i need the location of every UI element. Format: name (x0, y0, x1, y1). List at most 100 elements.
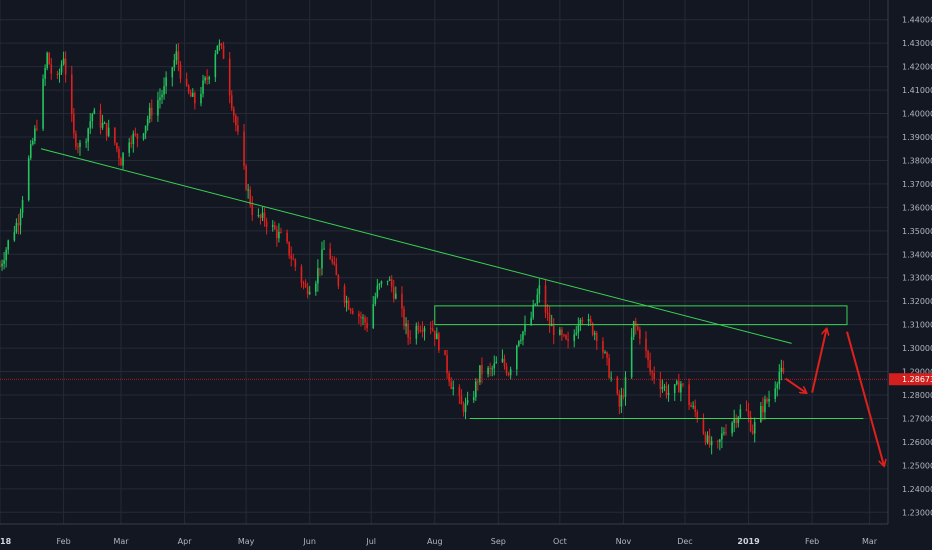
candle (725, 424, 727, 436)
candle (75, 130, 77, 150)
time-tick-label: May (238, 537, 255, 546)
candle (159, 88, 161, 109)
candle (120, 156, 122, 166)
candle-body (739, 409, 742, 418)
candle-body (460, 395, 463, 405)
candle-body (245, 165, 247, 190)
candle (768, 390, 770, 408)
candle (403, 305, 405, 330)
candle (472, 390, 475, 403)
candle (32, 137, 34, 146)
candle-body (349, 309, 352, 311)
candle-body (444, 350, 446, 356)
candle-body (780, 367, 783, 372)
candle-body (237, 125, 239, 132)
candle-body (302, 282, 305, 284)
candle-body (419, 330, 422, 332)
candle (376, 279, 379, 299)
candle-body (0, 266, 1, 267)
candle (731, 421, 733, 437)
candle-body (630, 336, 633, 378)
candle (708, 428, 711, 448)
candle-body (161, 94, 163, 98)
candle (616, 375, 619, 396)
candle (706, 431, 709, 445)
candle-body (218, 43, 221, 46)
candle-body (751, 430, 754, 434)
price-tick-label: 1.31000 (902, 321, 932, 330)
candle (46, 51, 48, 71)
candle (91, 112, 94, 129)
candle-body (46, 52, 48, 69)
candle-body (62, 58, 65, 65)
candle (462, 401, 465, 417)
candle (185, 72, 188, 87)
candle (546, 304, 549, 321)
time-axis[interactable]: 2018 Feb Mar Apr May Jun Jul Aug Sep Oct Nov Dec 201… (0, 523, 888, 550)
candle-body (409, 337, 411, 339)
price-tick-label: 1.23000 (902, 508, 932, 517)
candle-body (618, 393, 621, 407)
candle-body (64, 58, 67, 75)
candle-body (77, 146, 79, 148)
candle (415, 322, 418, 345)
candle (659, 371, 662, 398)
candle-body (7, 240, 10, 250)
candle (122, 152, 124, 170)
candle-body (118, 148, 120, 159)
candle-body (146, 119, 149, 126)
candle-body (723, 432, 725, 434)
candle-body (433, 330, 436, 340)
candle (647, 349, 649, 369)
candle (663, 383, 666, 392)
candle (358, 310, 360, 325)
candle-body (778, 371, 781, 385)
candle (696, 409, 699, 423)
candle-body (448, 373, 450, 382)
candle (245, 163, 247, 191)
candle (602, 337, 604, 359)
candle-body (189, 92, 192, 97)
candle-body (179, 64, 182, 79)
candle (608, 353, 610, 379)
candle-body (536, 294, 539, 304)
candle (7, 239, 10, 255)
candle (216, 45, 219, 55)
candle (319, 268, 321, 277)
candle (85, 138, 87, 148)
candle-body (87, 128, 89, 142)
drawing-layer (40, 148, 884, 466)
candle (191, 88, 194, 98)
candle (50, 58, 53, 80)
candle (530, 311, 532, 326)
price-axis[interactable]: 1.44000 1.43000 1.42000 1.41000 1.40000 1.390… (887, 0, 932, 550)
candle-body (520, 339, 522, 341)
candle-body (372, 304, 375, 329)
candle-body (634, 321, 637, 327)
candle (702, 413, 705, 435)
candle (563, 333, 565, 338)
candle (79, 139, 81, 156)
candle (452, 380, 455, 396)
candle-body (159, 97, 161, 101)
candle (587, 313, 590, 327)
candle (132, 130, 135, 153)
price-tick-label: 1.25000 (902, 461, 932, 470)
candle (349, 307, 352, 314)
candle-body (386, 280, 389, 282)
candle (276, 225, 278, 247)
candle-body (733, 418, 735, 423)
candle (107, 119, 110, 138)
candle-body (132, 133, 135, 144)
candle-body (50, 64, 53, 74)
candle-body (602, 341, 604, 353)
candle-body (271, 225, 274, 227)
candle-body (593, 333, 596, 335)
candle-body (692, 405, 694, 407)
time-tick-label: Mar (862, 537, 878, 546)
candle (745, 400, 748, 412)
candle (300, 264, 303, 288)
candle-body (157, 100, 159, 116)
